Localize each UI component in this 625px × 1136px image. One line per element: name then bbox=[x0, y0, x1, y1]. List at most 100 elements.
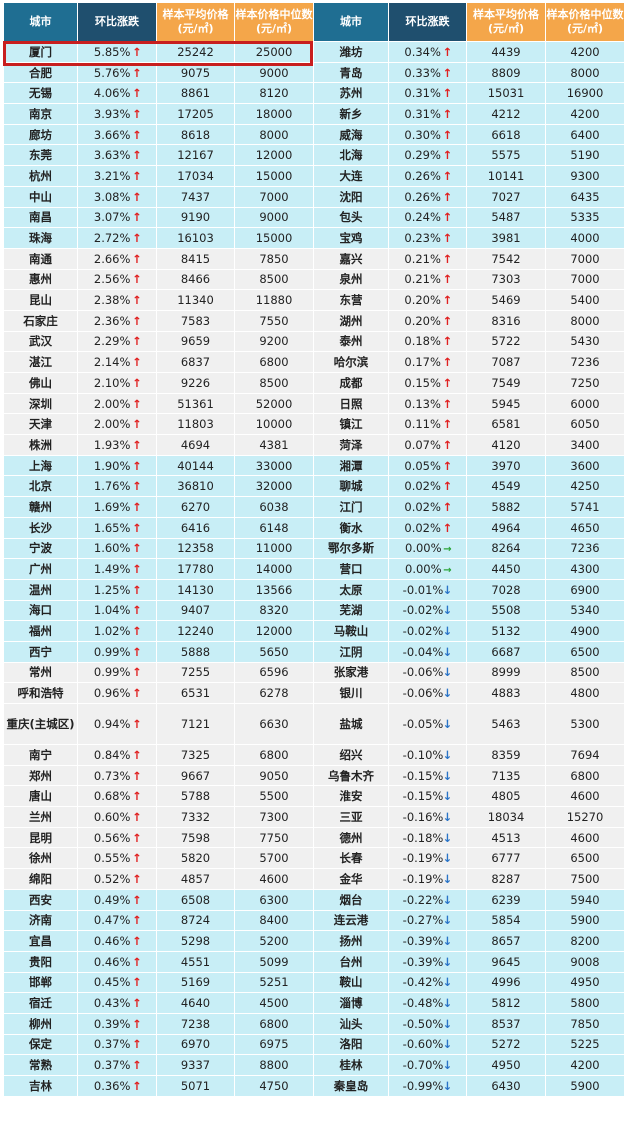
arrow-up-icon: ↑ bbox=[442, 458, 453, 473]
avg-price-cell: 5463 bbox=[466, 703, 546, 745]
change-cell: 1.60% ↑ bbox=[77, 537, 157, 560]
table-row: 三亚 -0.16%↓ 18034 15270 bbox=[313, 806, 625, 828]
arrow-down-icon: ↓ bbox=[442, 686, 453, 701]
change-cell: 0.00% → bbox=[388, 558, 467, 580]
arrow-up-icon: ↑ bbox=[442, 375, 453, 390]
arrow-up-icon: ↑ bbox=[132, 520, 142, 535]
avg-price-cell: 7325 bbox=[156, 744, 235, 766]
city-cell: 济南 bbox=[3, 909, 78, 932]
city-cell: 湘潭 bbox=[313, 454, 389, 477]
change-value: 0.02% bbox=[404, 499, 441, 514]
city-cell: 绵阳 bbox=[3, 868, 78, 890]
avg-price-cell: 4996 bbox=[466, 971, 546, 994]
arrow-up-icon: ↑ bbox=[132, 809, 142, 824]
city-cell: 北京 bbox=[3, 475, 78, 498]
city-cell: 汕头 bbox=[313, 1012, 389, 1035]
table-row: 长春 -0.19%↓ 6777 6500 bbox=[313, 847, 625, 870]
median-price-cell: 5500 bbox=[234, 785, 314, 808]
change-value: 0.73% bbox=[93, 768, 131, 783]
avg-price-cell: 6687 bbox=[466, 640, 546, 663]
change-value: 3.66% bbox=[93, 127, 131, 142]
change-value: 1.93% bbox=[93, 437, 131, 452]
median-price-cell: 4950 bbox=[545, 971, 625, 994]
arrow-down-icon: ↓ bbox=[442, 582, 453, 597]
arrow-down-icon: ↓ bbox=[442, 768, 453, 783]
change-value: -0.16% bbox=[402, 809, 444, 824]
table-row: 江阴 -0.04%↓ 6687 6500 bbox=[313, 640, 625, 663]
median-price-cell: 7694 bbox=[545, 744, 625, 766]
change-value: 0.31% bbox=[404, 106, 441, 121]
change-value: 0.18% bbox=[404, 334, 441, 349]
table-row: 成都 0.15% ↑ 7549 7250 bbox=[313, 372, 625, 394]
table-row: 吉林 0.36% ↑ 5071 4750 bbox=[3, 1075, 314, 1097]
city-cell: 连云港 bbox=[313, 909, 389, 932]
change-value: 0.99% bbox=[93, 665, 131, 680]
arrow-down-icon: ↓ bbox=[442, 892, 453, 907]
change-value: 5.85% bbox=[93, 44, 131, 59]
change-cell: 0.73% ↑ bbox=[77, 764, 157, 787]
change-value: 1.65% bbox=[93, 520, 131, 535]
avg-price-cell: 8657 bbox=[466, 930, 546, 952]
change-cell: 5.76% ↑ bbox=[77, 61, 157, 84]
change-value: 0.20% bbox=[404, 293, 441, 308]
change-cell: 2.00% ↑ bbox=[77, 413, 157, 436]
change-cell: 0.84% ↑ bbox=[77, 744, 157, 766]
table-row: 株洲 1.93% ↑ 4694 4381 bbox=[3, 434, 314, 456]
avg-price-cell: 36810 bbox=[156, 475, 235, 498]
city-cell: 兰州 bbox=[3, 806, 78, 828]
median-price-cell: 5225 bbox=[545, 1033, 625, 1056]
change-cell: -0.06%↓ bbox=[388, 682, 467, 704]
change-cell: 0.56% ↑ bbox=[77, 826, 157, 849]
city-cell: 南京 bbox=[3, 103, 78, 125]
change-value: 0.29% bbox=[404, 148, 441, 163]
change-value: 2.38% bbox=[93, 293, 131, 308]
arrow-up-icon: ↑ bbox=[442, 417, 453, 432]
city-cell: 石家庄 bbox=[3, 309, 78, 332]
avg-price-cell: 4950 bbox=[466, 1054, 546, 1076]
city-cell: 马鞍山 bbox=[313, 620, 389, 642]
median-price-cell: 6278 bbox=[234, 682, 314, 704]
change-value: 2.00% bbox=[93, 417, 131, 432]
table-row: 惠州 2.56% ↑ 8466 8500 bbox=[3, 268, 314, 291]
change-cell: 4.06% ↑ bbox=[77, 82, 157, 105]
arrow-up-icon: ↑ bbox=[132, 86, 142, 101]
avg-price-cell: 9659 bbox=[156, 330, 235, 353]
arrow-up-icon: ↑ bbox=[132, 272, 142, 287]
arrow-up-icon: ↑ bbox=[442, 520, 453, 535]
avg-price-cell: 7549 bbox=[466, 372, 546, 394]
change-cell: 0.46% ↑ bbox=[77, 950, 157, 973]
table-row: 日照 0.13% ↑ 5945 6000 bbox=[313, 392, 625, 415]
avg-price-cell: 5272 bbox=[466, 1033, 546, 1056]
city-cell: 武汉 bbox=[3, 330, 78, 353]
arrow-down-icon: ↓ bbox=[442, 665, 453, 680]
median-price-cell: 6630 bbox=[234, 703, 314, 745]
arrow-up-icon: ↑ bbox=[132, 913, 142, 928]
city-cell: 宝鸡 bbox=[313, 227, 389, 249]
median-price-cell: 9000 bbox=[234, 61, 314, 84]
avg-price-cell: 4857 bbox=[156, 868, 235, 890]
median-price-cell: 5099 bbox=[234, 950, 314, 973]
change-cell: 0.49% ↑ bbox=[77, 888, 157, 911]
table-row: 威海 0.30% ↑ 6618 6400 bbox=[313, 123, 625, 146]
city-cell: 惠州 bbox=[3, 268, 78, 291]
table-row: 扬州 -0.39%↓ 8657 8200 bbox=[313, 930, 625, 952]
change-value: 0.11% bbox=[404, 417, 441, 432]
table-row: 深圳 2.00% ↑ 51361 52000 bbox=[3, 392, 314, 415]
change-value: -0.01% bbox=[402, 582, 444, 597]
change-value: -0.05% bbox=[402, 717, 444, 731]
city-cell: 温州 bbox=[3, 578, 78, 601]
arrow-up-icon: ↑ bbox=[442, 86, 453, 101]
median-price-cell: 15270 bbox=[545, 806, 625, 828]
change-cell: 0.43% ↑ bbox=[77, 992, 157, 1014]
change-cell: 2.29% ↑ bbox=[77, 330, 157, 353]
city-cell: 新乡 bbox=[313, 103, 389, 125]
median-price-cell: 6400 bbox=[545, 123, 625, 146]
avg-price-cell: 40144 bbox=[156, 454, 235, 477]
arrow-up-icon: ↑ bbox=[132, 210, 142, 225]
change-cell: 1.69% ↑ bbox=[77, 496, 157, 518]
header-avg-price: 样本平均价格(元/㎡) bbox=[466, 2, 546, 42]
change-value: 0.05% bbox=[404, 458, 441, 473]
avg-price-cell: 5169 bbox=[156, 971, 235, 994]
right-table-body: 潍坊 0.34% ↑ 4439 4200 青岛 0.33% ↑ 8809 8000 苏州 0.31% ↑… bbox=[313, 41, 625, 1097]
table-row: 大连 0.26% ↑ 10141 9300 bbox=[313, 165, 625, 187]
